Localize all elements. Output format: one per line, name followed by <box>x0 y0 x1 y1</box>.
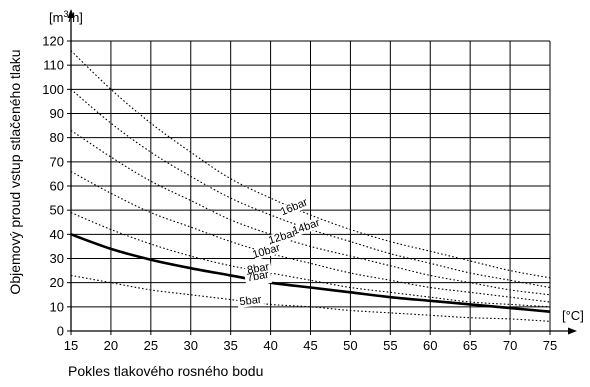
y-tick-label: 0 <box>57 324 64 339</box>
x-tick-label: 55 <box>383 338 397 353</box>
x-tick-label: 65 <box>463 338 477 353</box>
series-line-7bar <box>70 233 551 313</box>
x-unit-label: [°C] <box>562 308 584 323</box>
series-label-bg <box>268 227 297 247</box>
y-tick-label: 110 <box>43 58 64 73</box>
y-tick-label: 50 <box>50 203 64 218</box>
x-tick-label: 20 <box>104 338 118 353</box>
x-tick-label: 35 <box>223 338 237 353</box>
series-label-bg <box>236 293 265 309</box>
series-label-bg <box>292 217 321 237</box>
y-tick-label: 40 <box>50 227 64 242</box>
y-tick-label: 120 <box>42 34 64 49</box>
x-tick-label: 25 <box>144 338 158 353</box>
tick-labels: 15 20 25 30 35 40 45 50 55 60 65 70 75 0 10 20 30 40 50 60 7… <box>42 34 557 354</box>
grid <box>71 40 551 331</box>
series-line-8bar <box>70 212 551 308</box>
series-label-5bar: 5bar <box>239 294 263 309</box>
x-axis-title: Pokles tlakového rosného bodu <box>68 363 263 379</box>
series-lines <box>70 50 551 322</box>
y-tick-label: 100 <box>42 82 64 97</box>
series-line-12bar <box>70 129 551 296</box>
y-tick-label: 70 <box>50 154 64 169</box>
series-line-14bar <box>70 88 551 289</box>
series-label-7bar: 7bar <box>246 269 270 285</box>
series-label-bg <box>244 271 273 288</box>
series-label-bg <box>252 242 281 261</box>
x-tick-label: 45 <box>303 338 317 353</box>
y-tick-label: 60 <box>50 179 64 194</box>
series-label-16bar: 16bar <box>279 196 310 218</box>
x-tick-label: 30 <box>184 338 198 353</box>
y-tick-label: 80 <box>50 130 64 145</box>
x-tick-label: 40 <box>263 338 277 353</box>
y-axis-arrow <box>67 9 75 18</box>
y-tick-label: 90 <box>50 106 64 121</box>
y-tick-label: 30 <box>50 251 64 266</box>
x-tick-label: 60 <box>423 338 437 353</box>
y-unit-label: [m3/h] <box>49 9 83 25</box>
y-tick-label: 10 <box>50 299 64 314</box>
x-tick-label: 50 <box>343 338 357 353</box>
series-label-bg <box>280 197 309 218</box>
x-axis-arrow <box>568 327 577 335</box>
series-line-5bar <box>70 274 551 322</box>
y-axis-title: Objemový proud vstup stlačeného tlaku <box>7 49 23 294</box>
x-tick-label: 15 <box>64 338 78 353</box>
series-label-8bar: 8bar <box>246 261 270 277</box>
series-line-16bar <box>70 50 551 279</box>
axes <box>67 9 577 335</box>
x-tick-label: 70 <box>503 338 517 353</box>
x-tick-label: 75 <box>543 338 557 353</box>
y-tick-label: 20 <box>50 275 64 290</box>
